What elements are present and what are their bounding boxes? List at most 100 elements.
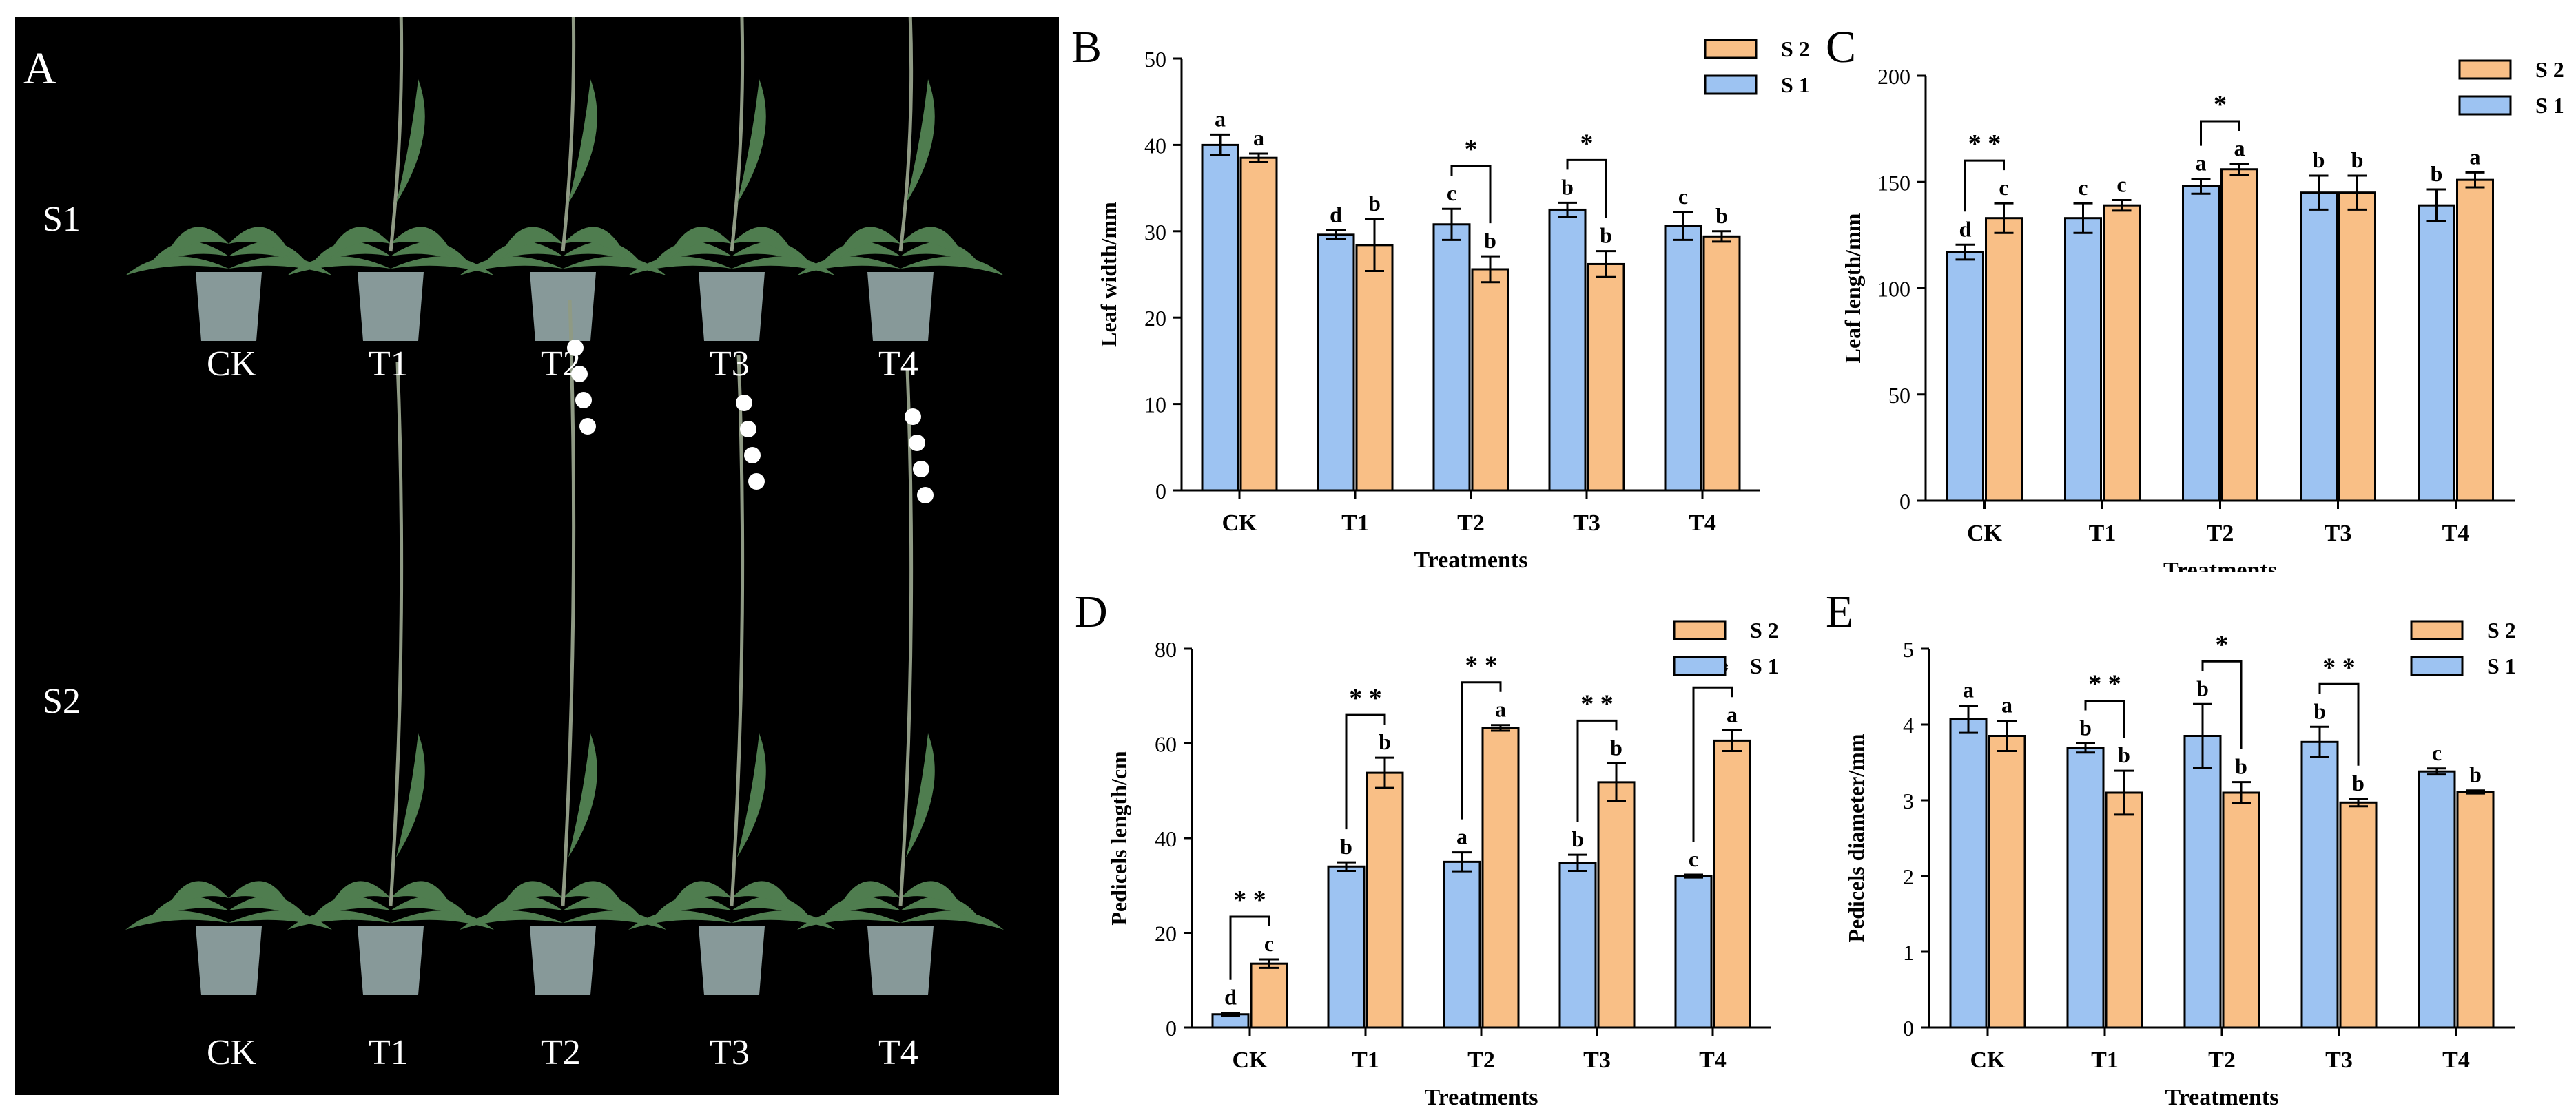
leaf-right — [732, 895, 814, 923]
y-tick-label: 1 — [1903, 940, 1914, 965]
leaf-left — [460, 910, 563, 930]
x-tick-label: T1 — [2089, 521, 2116, 546]
row-label-s1: S1 — [43, 200, 81, 239]
significance-letter: b — [1379, 729, 1391, 754]
x-tick-label: CK — [1222, 510, 1258, 536]
significance-letter: d — [1224, 985, 1237, 1010]
legend-swatch-s1 — [1704, 74, 1758, 95]
significance-letter: b — [1572, 826, 1584, 851]
significance-letter: b — [2314, 698, 2326, 723]
plant-label-s1-t4: T4 — [878, 344, 918, 384]
leaf-right — [563, 227, 628, 262]
chart-c-leaf-length: C 0 50 100 150 200 Leaf length/mm Treatments CK d… — [1826, 22, 2564, 572]
plant-labels: CK T1 T2 T3 T4 CK T1 T2 T3 T4 — [207, 344, 918, 1072]
flower-stem — [730, 0, 745, 252]
bar-s2-t1 — [1355, 244, 1394, 492]
bar-s2-t3 — [2338, 191, 2376, 502]
bar-s2-t3 — [1587, 262, 1625, 492]
x-tick-label: CK — [1233, 1048, 1268, 1073]
legend-label: S 1 — [1750, 654, 1779, 678]
legend-swatch-s2 — [1673, 620, 1727, 640]
y-tick-label: 60 — [1155, 732, 1177, 757]
x-tick-label: CK — [1970, 1048, 2006, 1073]
flower-stem — [389, 0, 404, 252]
leaf-left — [287, 256, 391, 275]
x-tick-label: T3 — [1583, 1048, 1611, 1073]
significance-bracket — [1566, 158, 1607, 218]
pot — [867, 926, 934, 995]
significance-letter: b — [2118, 742, 2130, 767]
leaf-right — [391, 895, 473, 923]
significance-bracket — [2200, 120, 2240, 146]
pot — [867, 272, 934, 341]
stem-leaf — [568, 79, 597, 203]
bar-s2-t3 — [2339, 801, 2378, 1029]
plant-photo-panel: A S1 S2 CK T1 T2 T3 T4 CK T1 T2 T3 T4 — [15, 0, 1059, 1095]
leaf-left — [797, 256, 900, 275]
legend-swatch-s1 — [1673, 656, 1727, 676]
significance-mark: * — [1465, 135, 1478, 164]
bar-s2-t4 — [2456, 791, 2495, 1029]
significance-letter: b — [1600, 223, 1612, 248]
significance-letter: b — [2352, 771, 2364, 795]
x-tick-label: T2 — [2208, 1048, 2236, 1073]
bar-s1-t2 — [1432, 223, 1471, 492]
significance-letter: b — [2235, 754, 2247, 779]
bar-s2-t2 — [1471, 268, 1509, 492]
bar-s1-t2 — [2182, 185, 2220, 502]
significance-letter: a — [1456, 824, 1467, 849]
significance-letter: c — [1447, 180, 1456, 205]
leaf-left — [628, 910, 732, 930]
leaf-right — [229, 241, 311, 269]
flower — [575, 392, 592, 408]
y-tick-label: 0 — [1166, 1016, 1177, 1041]
plant-s1-0 — [125, 227, 332, 341]
x-axis-title: Treatments — [2165, 1085, 2279, 1110]
bar-s2-t4 — [2456, 178, 2494, 502]
panel-label: D — [1075, 587, 1108, 637]
plant-label-s2-t1: T1 — [369, 1033, 409, 1072]
leaf-left — [649, 241, 732, 269]
stem-leaf — [568, 733, 597, 857]
x-tick-label: T4 — [1689, 510, 1716, 536]
significance-mark: * * — [1968, 129, 2001, 158]
significance-letter: c — [1999, 175, 2008, 200]
y-tick-label: 4 — [1903, 713, 1914, 738]
plant-s1-3 — [628, 0, 835, 341]
leaf-left — [649, 895, 732, 923]
pot — [530, 926, 596, 995]
leaf-left — [835, 881, 900, 916]
flower-stem — [561, 0, 576, 252]
leaf-right — [391, 227, 456, 262]
plant-label-s2-t4: T4 — [878, 1033, 918, 1072]
significance-mark: * — [1580, 129, 1594, 158]
pot — [530, 272, 596, 341]
flower — [905, 408, 921, 425]
x-tick-label: T2 — [1457, 510, 1485, 536]
significance-letter: a — [2001, 693, 2012, 718]
leaf-left — [797, 910, 900, 930]
x-tick-label: T2 — [2207, 521, 2234, 546]
flower — [744, 447, 761, 463]
leaf-right — [391, 241, 473, 269]
leaf-right — [732, 227, 797, 262]
bar-s2-ck — [1988, 735, 2026, 1029]
leaf-left — [818, 241, 900, 269]
significance-letter: c — [1678, 184, 1688, 209]
leaf-right — [391, 256, 494, 275]
leaf-right — [732, 910, 835, 930]
leaf-left — [497, 881, 563, 916]
x-tick-label: T4 — [2442, 521, 2470, 546]
bar-s1-ck — [1201, 143, 1239, 492]
stem-leaf — [906, 733, 935, 857]
significance-letter: b — [2431, 161, 2443, 186]
bar-s2-t2 — [2222, 791, 2260, 1029]
plant-label-s1-ck: CK — [207, 344, 257, 384]
leaf-left — [325, 881, 391, 916]
significance-bracket — [1461, 681, 1502, 820]
leaf-left — [308, 895, 391, 923]
pot — [196, 926, 262, 995]
leaf-left — [666, 227, 732, 262]
legend-swatch-s1 — [2410, 656, 2464, 676]
leaf-left — [146, 895, 229, 923]
